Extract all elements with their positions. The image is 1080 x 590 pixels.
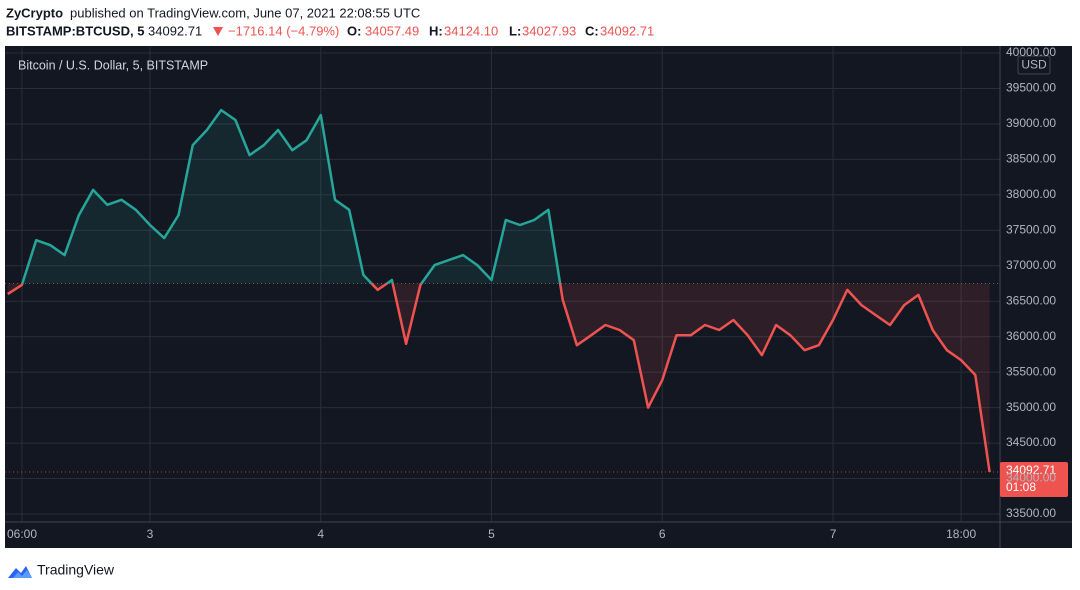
last-price: 34092.71 (148, 23, 202, 38)
x-tick-label: 5 (488, 527, 495, 541)
y-tick-label: 39500.00 (1006, 81, 1056, 95)
plot (5, 47, 1000, 522)
brand: TradingView (37, 562, 115, 578)
price-line (7, 108, 991, 473)
brand-logo (8, 566, 32, 578)
y-tick-label: 34500.00 (1006, 435, 1056, 449)
currency-box (1017, 55, 1051, 75)
area (7, 110, 990, 472)
last-price-label: 34092.71 (1006, 463, 1056, 477)
ohlc-value: 34057.49 (365, 23, 419, 38)
legend: Bitcoin / U.S. Dollar, 5, BITSTAMP (18, 58, 208, 72)
series (5, 108, 1000, 473)
change: −1716.14 (−4.79%) (228, 23, 339, 38)
currency: USD (1021, 58, 1047, 72)
down-arrow (213, 27, 223, 36)
countdown: 01:08 (1006, 480, 1036, 494)
x-tick-label: 4 (317, 527, 324, 541)
y-tick-label: 35000.00 (1006, 400, 1056, 414)
y-tick-label: 38000.00 (1006, 187, 1056, 201)
ohlc-label: C: (585, 23, 599, 38)
y-tick-label: 37500.00 (1006, 222, 1056, 236)
x-tick-label: 06:00 (7, 527, 37, 541)
ohlc-value: 34124.10 (444, 23, 498, 38)
ohlc-label: L: (509, 23, 521, 38)
y-tick-label: 39000.00 (1006, 116, 1056, 130)
x-tick-label: 18:00 (946, 527, 976, 541)
y-tick-label: 36500.00 (1006, 293, 1056, 307)
last-price-box: 34092.71 01:08 (1000, 462, 1068, 497)
logo-mark-light (13, 570, 32, 578)
y-tick-label: 34000.00 (1006, 471, 1056, 485)
author: ZyCrypto (6, 5, 63, 20)
y-tick-label: 33500.00 (1006, 506, 1056, 520)
last-price-bg (1000, 462, 1068, 497)
y-tick-label: 35500.00 (1006, 364, 1056, 378)
x-tick-label: 3 (147, 527, 154, 541)
ohlc-value: 34092.71 (600, 23, 654, 38)
x-tick-label: 7 (830, 527, 837, 541)
y-tick-label: 38500.00 (1006, 152, 1056, 166)
symbol: BITSTAMP:BTCUSD, 5 (6, 23, 144, 38)
published: published on TradingView.com, June 07, 2… (70, 5, 420, 20)
y-tick-label: 40000.00 (1006, 45, 1056, 59)
ohlc-value: 34027.93 (522, 23, 576, 38)
ohlc-label: O: (347, 23, 361, 38)
x-tick-label: 6 (659, 527, 666, 541)
ohlc-label: H: (429, 23, 443, 38)
y-tick-label: 37000.00 (1006, 258, 1056, 272)
y-tick-label: 36000.00 (1006, 329, 1056, 343)
ohlc: O: 34057.49 H: 34124.10 L: 34027.93 C: 34092.71 (347, 23, 654, 38)
